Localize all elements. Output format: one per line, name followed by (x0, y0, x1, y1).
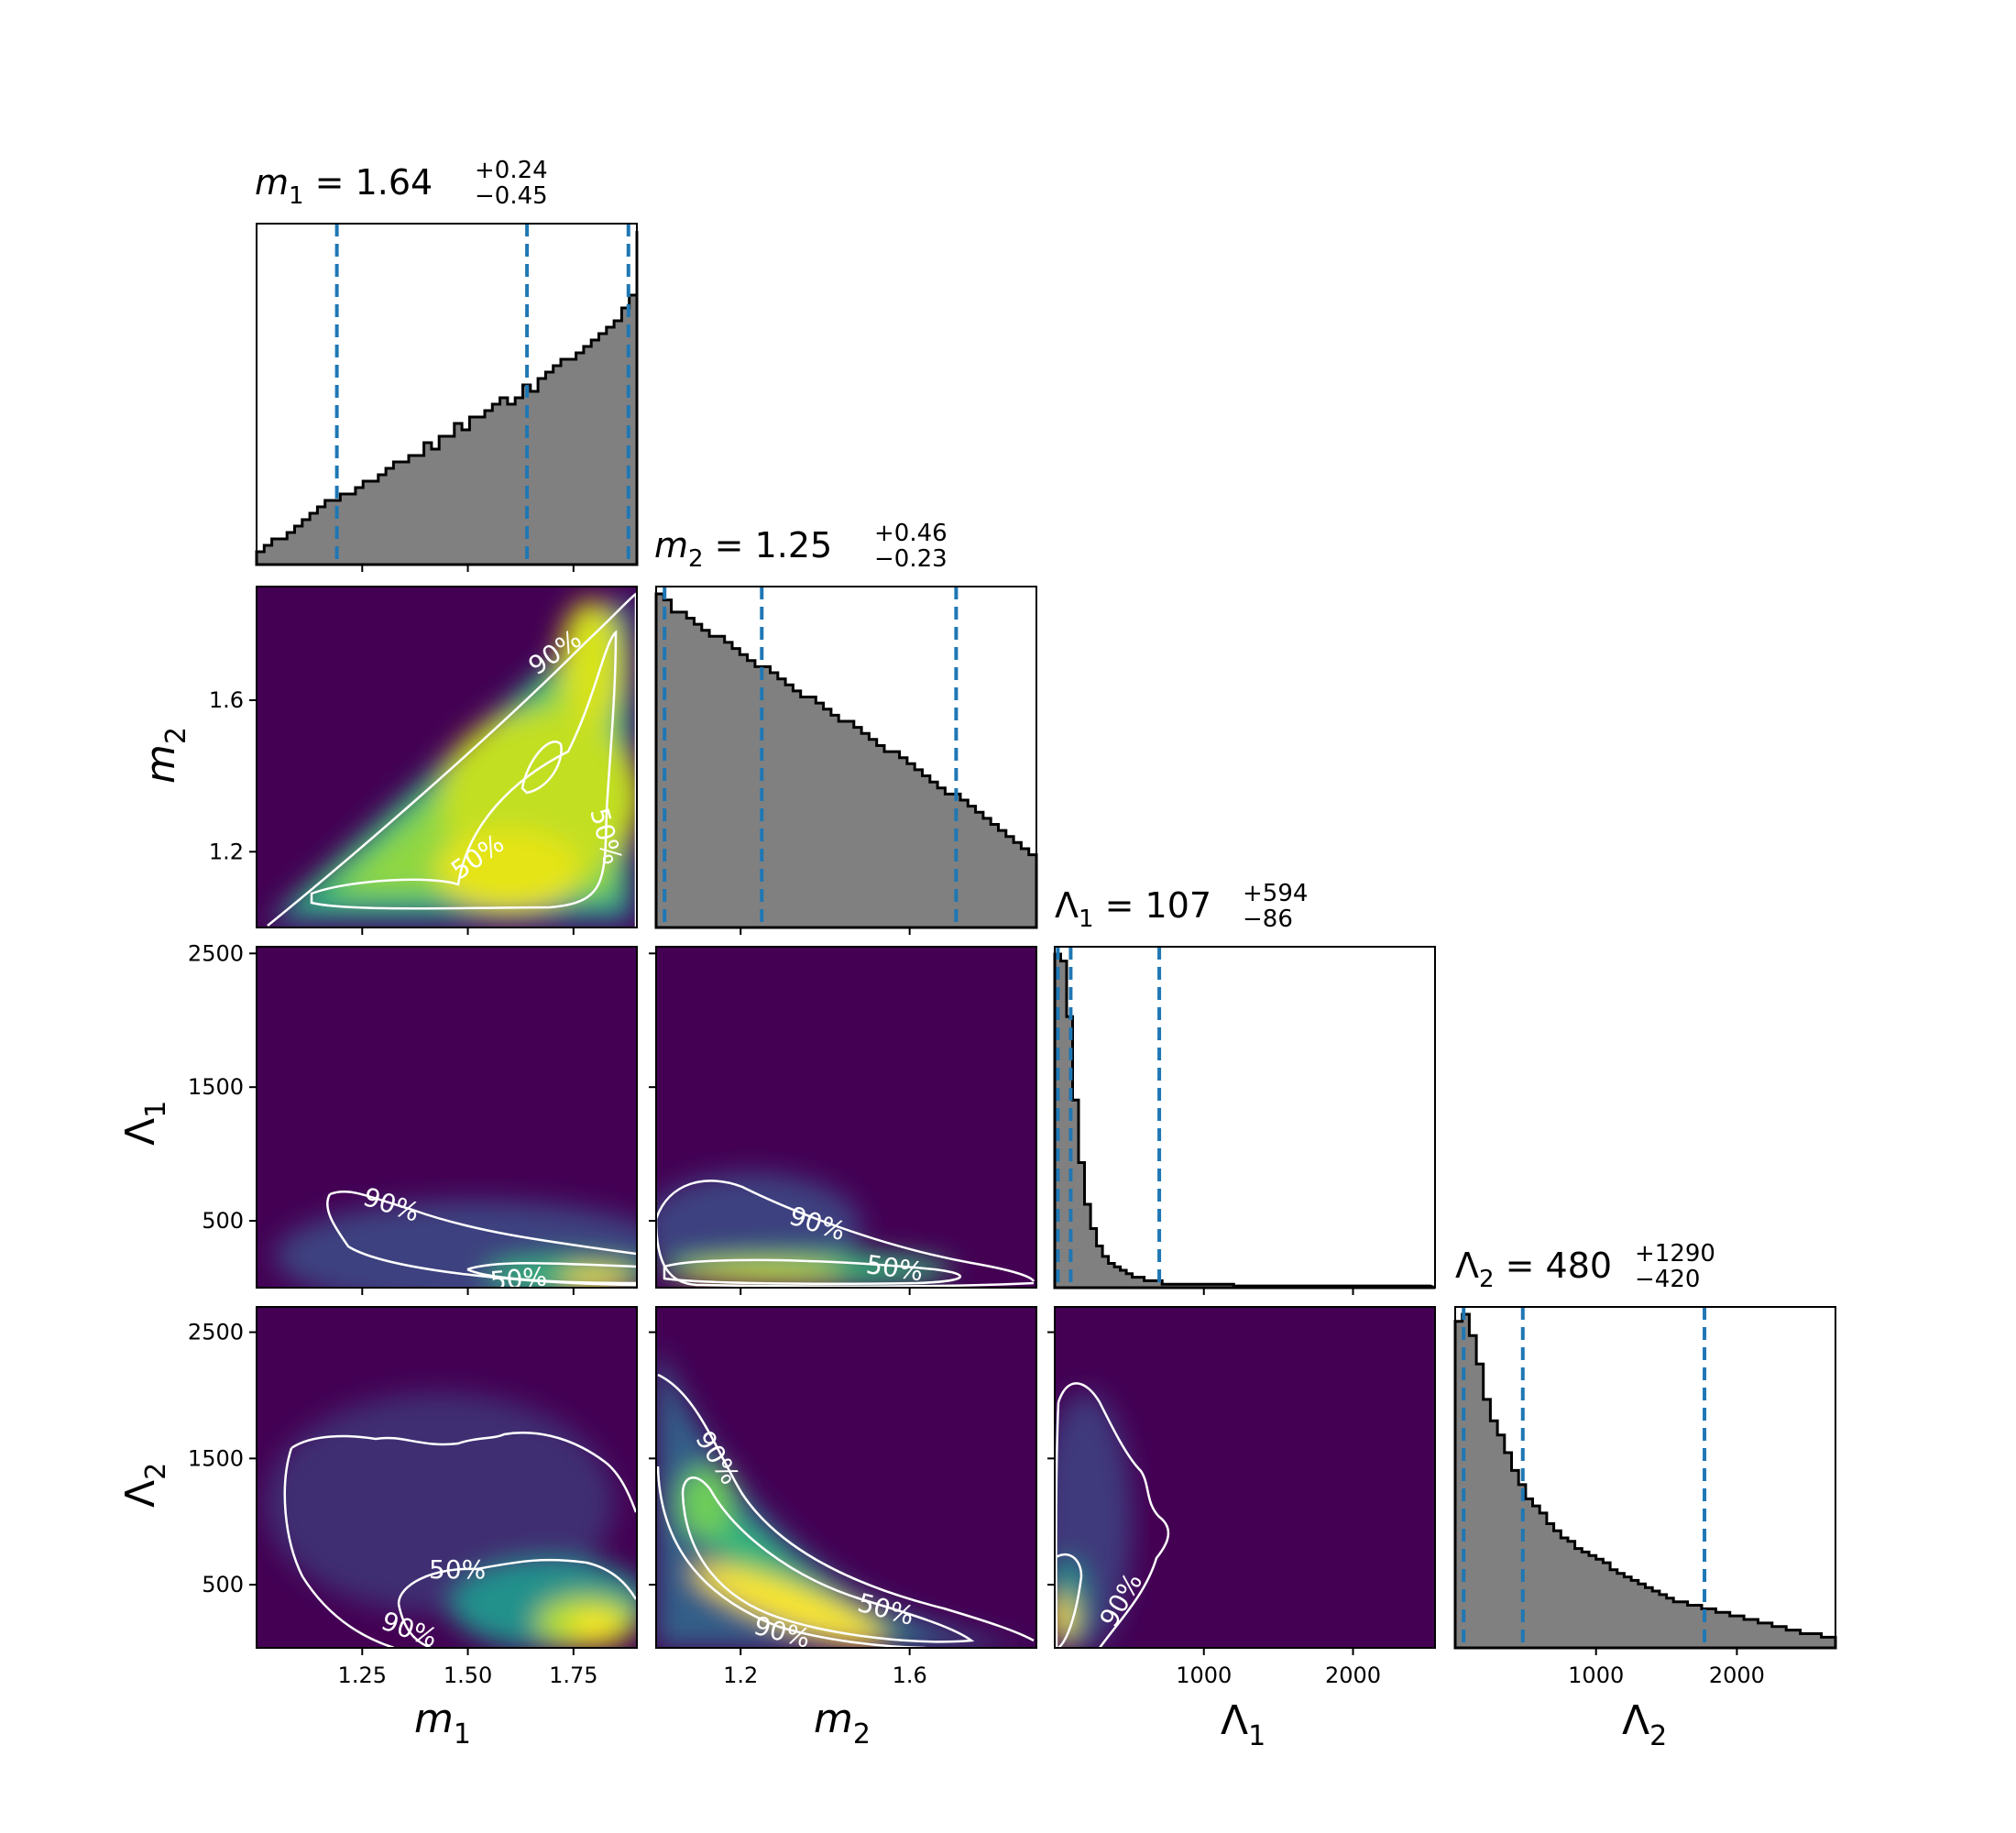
xtick-label-lambda1-0: 1000 (1176, 1663, 1232, 1688)
xtick-label-m1-1: 1.50 (444, 1663, 492, 1688)
ylabel-lambda2: Λ2 (117, 1463, 172, 1508)
xtick-label-lambda2-0: 1000 (1568, 1663, 1624, 1688)
ytick-label-lambda2-1: 1500 (188, 1445, 244, 1471)
density-lambda2-vs-m1 (257, 1307, 637, 1648)
histogram-lambda2-bars (1453, 1312, 1837, 1650)
title-m2-upper: +0.46 (874, 520, 948, 547)
histogram-m1-bars (255, 231, 639, 566)
quantile-lines (334, 224, 1707, 1648)
ytick-label-lambda1-0: 500 (202, 1208, 244, 1234)
ylabel-lambda1: Λ1 (117, 1101, 172, 1146)
title-m1-upper: +0.24 (475, 157, 548, 184)
axis-ticks (249, 565, 1738, 1655)
xtick-label-m2-1: 1.6 (893, 1663, 927, 1688)
title-lambda2-lower: −420 (1635, 1266, 1700, 1293)
contour-label-l2m1-50: 50% (429, 1554, 486, 1585)
xtick-label-lambda2-1: 2000 (1709, 1663, 1765, 1688)
title-lambda1: Λ1 = 107 (1055, 885, 1211, 933)
title-lambda1-lower: −86 (1243, 906, 1293, 933)
title-m2: m2 = 1.25 (654, 525, 832, 573)
title-m1: m1 = 1.64 (255, 162, 433, 210)
histogram-m2 (654, 587, 1038, 929)
ylabel-m2: m2 (137, 727, 192, 784)
contour-label-l1m1-50: 50% (488, 1261, 548, 1296)
ytick-label-lambda1-2: 2500 (188, 940, 244, 966)
xlabel-m2: m2 (814, 1696, 871, 1751)
density-lambda2-vs-m2 (656, 1307, 1036, 1648)
histogram-lambda1-bars (1053, 952, 1436, 1290)
density-lambda2-vs-lambda1 (1055, 1307, 1435, 1648)
ytick-label-lambda1-1: 1500 (188, 1074, 244, 1100)
histogram-lambda2 (1453, 1307, 1837, 1650)
xlabel-lambda1: Λ1 (1221, 1697, 1265, 1752)
histogram-lambda1 (1053, 947, 1436, 1290)
histogram-m1 (255, 224, 639, 566)
title-lambda1-upper: +594 (1243, 880, 1308, 907)
density-lambda1-vs-m1 (257, 947, 637, 1288)
title-lambda2: Λ2 = 480 (1455, 1246, 1612, 1293)
title-lambda2-upper: +1290 (1635, 1240, 1715, 1268)
tick-labels: 1.25 1.50 1.75 1.2 1.6 1000 2000 1000 2000 1.2 1.6… (188, 687, 1765, 1688)
title-m2-lower: −0.23 (874, 545, 948, 573)
histogram-m2-bars (654, 592, 1038, 929)
xtick-label-m2-0: 1.2 (723, 1663, 758, 1688)
ytick-label-lambda2-0: 500 (202, 1572, 244, 1597)
panel-frames (256, 223, 1836, 1649)
density-lambda1-vs-m2 (656, 947, 1036, 1288)
ytick-label-m2-1: 1.6 (209, 687, 244, 713)
ytick-label-m2-0: 1.2 (209, 839, 244, 864)
xtick-label-lambda1-1: 2000 (1325, 1663, 1381, 1688)
xlabel-lambda2: Λ2 (1622, 1697, 1667, 1752)
xlabel-m1: m1 (414, 1696, 471, 1751)
xtick-label-m1-2: 1.75 (549, 1663, 597, 1688)
density-m2-vs-m1 (257, 587, 637, 927)
ytick-label-lambda2-2: 2500 (188, 1320, 244, 1345)
xtick-label-m1-0: 1.25 (338, 1663, 387, 1688)
title-m1-lower: −0.45 (475, 182, 548, 210)
